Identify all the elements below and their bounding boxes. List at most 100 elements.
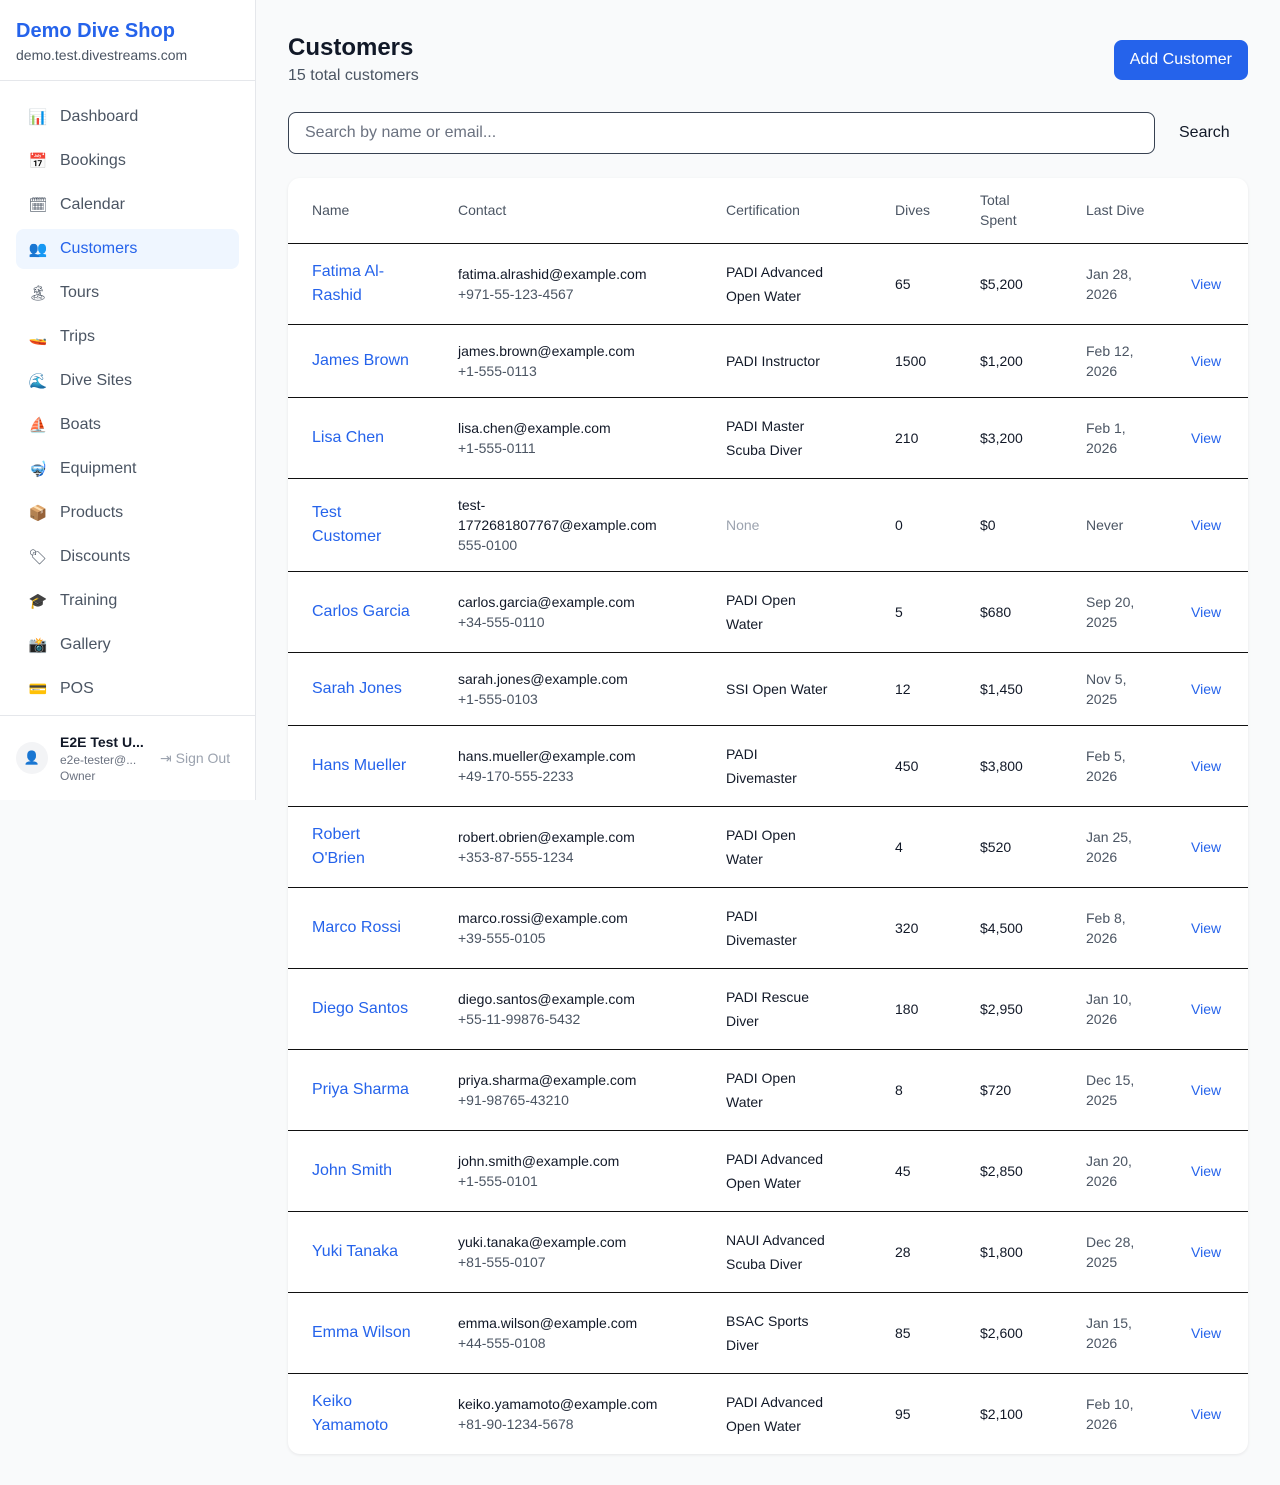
dives: 5	[871, 571, 956, 653]
view-link[interactable]: View	[1191, 919, 1222, 936]
bookings-icon: 📅	[28, 152, 48, 170]
sidebar-item-boats[interactable]: ⛵ Boats	[16, 405, 239, 445]
view-link[interactable]: View	[1191, 352, 1222, 369]
shop-name[interactable]: Demo Dive Shop	[16, 20, 175, 42]
sidebar-item-bookings[interactable]: 📅 Bookings	[16, 141, 239, 181]
table-row: Robert O'Brien robert.obrien@example.com…	[288, 806, 1248, 888]
customer-email: yuki.tanaka@example.com	[458, 1233, 627, 1250]
gallery-icon: 📸	[28, 636, 48, 654]
sidebar-item-products[interactable]: 📦 Products	[16, 493, 239, 533]
customer-name-link[interactable]: Emma Wilson	[312, 1323, 411, 1341]
user-email: e2e-tester@...	[60, 753, 137, 767]
tours-icon: 🏝	[28, 284, 48, 302]
view-link[interactable]: View	[1191, 275, 1222, 292]
customer-email: fatima.alrashid@example.com	[458, 265, 647, 282]
customer-name-link[interactable]: Fatima Al-Rashid	[312, 262, 385, 304]
customer-name-link[interactable]: Robert O'Brien	[312, 825, 365, 867]
view-link[interactable]: View	[1191, 838, 1222, 855]
last-dive: Never	[1062, 478, 1167, 572]
sidebar-item-training[interactable]: 🎓 Training	[16, 581, 239, 621]
customer-name-link[interactable]: Carlos Garcia	[312, 602, 410, 620]
customer-name-link[interactable]: Yuki Tanaka	[312, 1242, 398, 1260]
customer-name-link[interactable]: Priya Sharma	[312, 1080, 409, 1098]
dives: 210	[871, 397, 956, 479]
total-spent: $720	[956, 1049, 1062, 1131]
customer-phone: +44-555-0108	[458, 1334, 546, 1351]
certification: NAUI Advanced Scuba Diver	[702, 1211, 871, 1293]
sidebar-item-customers[interactable]: 👥 Customers	[16, 229, 239, 269]
view-link[interactable]: View	[1191, 1162, 1222, 1179]
customer-name-link[interactable]: Keiko Yamamoto	[312, 1392, 389, 1434]
sidebar-item-pos[interactable]: 💳 POS	[16, 669, 239, 709]
sidebar-item-dashboard[interactable]: 📊 Dashboard	[16, 97, 239, 137]
sign-out-label: Sign Out	[175, 749, 231, 766]
sidebar-item-tours[interactable]: 🏝 Tours	[16, 273, 239, 313]
training-icon: 🎓	[28, 592, 48, 610]
customer-name-link[interactable]: Hans Mueller	[312, 756, 407, 774]
table-row: Sarah Jones sarah.jones@example.com +1-55…	[288, 652, 1248, 726]
view-link[interactable]: View	[1191, 429, 1222, 446]
customer-name-link[interactable]: Marco Rossi	[312, 918, 401, 936]
view-link[interactable]: View	[1191, 1000, 1222, 1017]
dives: 95	[895, 1405, 911, 1422]
table-row: Fatima Al-Rashid fatima.alrashid@example…	[288, 243, 1248, 325]
table-row: Diego Santos diego.santos@example.com +55…	[288, 968, 1248, 1050]
search-button[interactable]: Search	[1179, 124, 1230, 141]
certification: SSI Open Water	[702, 652, 871, 726]
customer-name-link[interactable]: Sarah Jones	[312, 679, 402, 697]
page-title: Customers	[288, 34, 414, 61]
view-link[interactable]: View	[1191, 1405, 1222, 1422]
sidebar-item-label: Products	[60, 504, 124, 521]
customer-phone: +1-555-0103	[458, 690, 538, 707]
customer-phone: +49-170-555-2233	[458, 767, 574, 784]
view-link[interactable]: View	[1191, 1081, 1222, 1098]
sidebar-item-discounts[interactable]: 🏷 Discounts	[16, 537, 239, 577]
total-spent: $520	[956, 806, 1062, 888]
last-dive: Feb 1, 2026	[1062, 397, 1167, 479]
table-row: Marco Rossi marco.rossi@example.com +39-5…	[288, 887, 1248, 969]
customer-email: marco.rossi@example.com	[458, 909, 628, 926]
sidebar-item-equipment[interactable]: 🤿 Equipment	[16, 449, 239, 489]
search-input[interactable]	[288, 112, 1155, 154]
sidebar-item-label: Gallery	[60, 636, 111, 653]
view-link[interactable]: View	[1191, 680, 1222, 697]
products-icon: 📦	[28, 504, 48, 522]
sidebar-item-calendar[interactable]: 🗓 Calendar	[16, 185, 239, 225]
last-dive: Feb 10, 2026	[1086, 1395, 1134, 1432]
brand: Demo Dive Shop demo.test.divestreams.com	[0, 0, 255, 81]
sidebar-item-gallery[interactable]: 📸 Gallery	[16, 625, 239, 665]
customer-phone: +34-555-0110	[458, 613, 545, 630]
view-link[interactable]: View	[1191, 1324, 1222, 1341]
total-spent: $1,800	[956, 1211, 1062, 1293]
sidebar-item-dive-sites[interactable]: 🌊 Dive Sites	[16, 361, 239, 401]
user-panel: 👤 E2E Test U... e2e-tester@... Owner ⇥ S…	[0, 715, 255, 800]
user-role: Owner	[60, 769, 96, 783]
view-link[interactable]: View	[1191, 603, 1222, 620]
dives: 85	[871, 1292, 956, 1374]
certification: None	[702, 478, 871, 572]
sidebar-item-label: Dive Sites	[60, 372, 133, 389]
total-spent: $3,200	[956, 397, 1062, 479]
trips-icon: 🚤	[28, 328, 48, 346]
add-customer-button[interactable]: Add Customer	[1113, 40, 1248, 80]
customer-phone: +971-55-123-4567	[458, 285, 574, 302]
sidebar-item-label: Equipment	[60, 460, 137, 477]
customer-name-link[interactable]: Test Customer	[312, 503, 382, 545]
customer-name-link[interactable]: Diego Santos	[312, 999, 409, 1017]
sidebar-item-trips[interactable]: 🚤 Trips	[16, 317, 239, 357]
customer-email: sarah.jones@example.com	[458, 670, 628, 687]
last-dive: Jan 28, 2026	[1062, 243, 1167, 325]
customer-name-link[interactable]: James Brown	[312, 351, 409, 369]
view-link[interactable]: View	[1191, 516, 1222, 533]
customer-name-link[interactable]: Lisa Chen	[312, 428, 385, 446]
sign-out-button[interactable]: ⇥ Sign Out	[160, 750, 230, 767]
view-link[interactable]: View	[1191, 757, 1222, 774]
sidebar: Demo Dive Shop demo.test.divestreams.com…	[0, 0, 256, 800]
view-link[interactable]: View	[1191, 1243, 1222, 1260]
customer-phone: +91-98765-43210	[458, 1091, 569, 1108]
customer-phone: +81-555-0107	[458, 1253, 546, 1270]
customer-name-link[interactable]: John Smith	[312, 1161, 393, 1179]
table-row: Carlos Garcia carlos.garcia@example.com +…	[288, 571, 1248, 653]
table-row: Emma Wilson emma.wilson@example.com +44-5…	[288, 1292, 1248, 1374]
dashboard-icon: 📊	[28, 108, 48, 126]
